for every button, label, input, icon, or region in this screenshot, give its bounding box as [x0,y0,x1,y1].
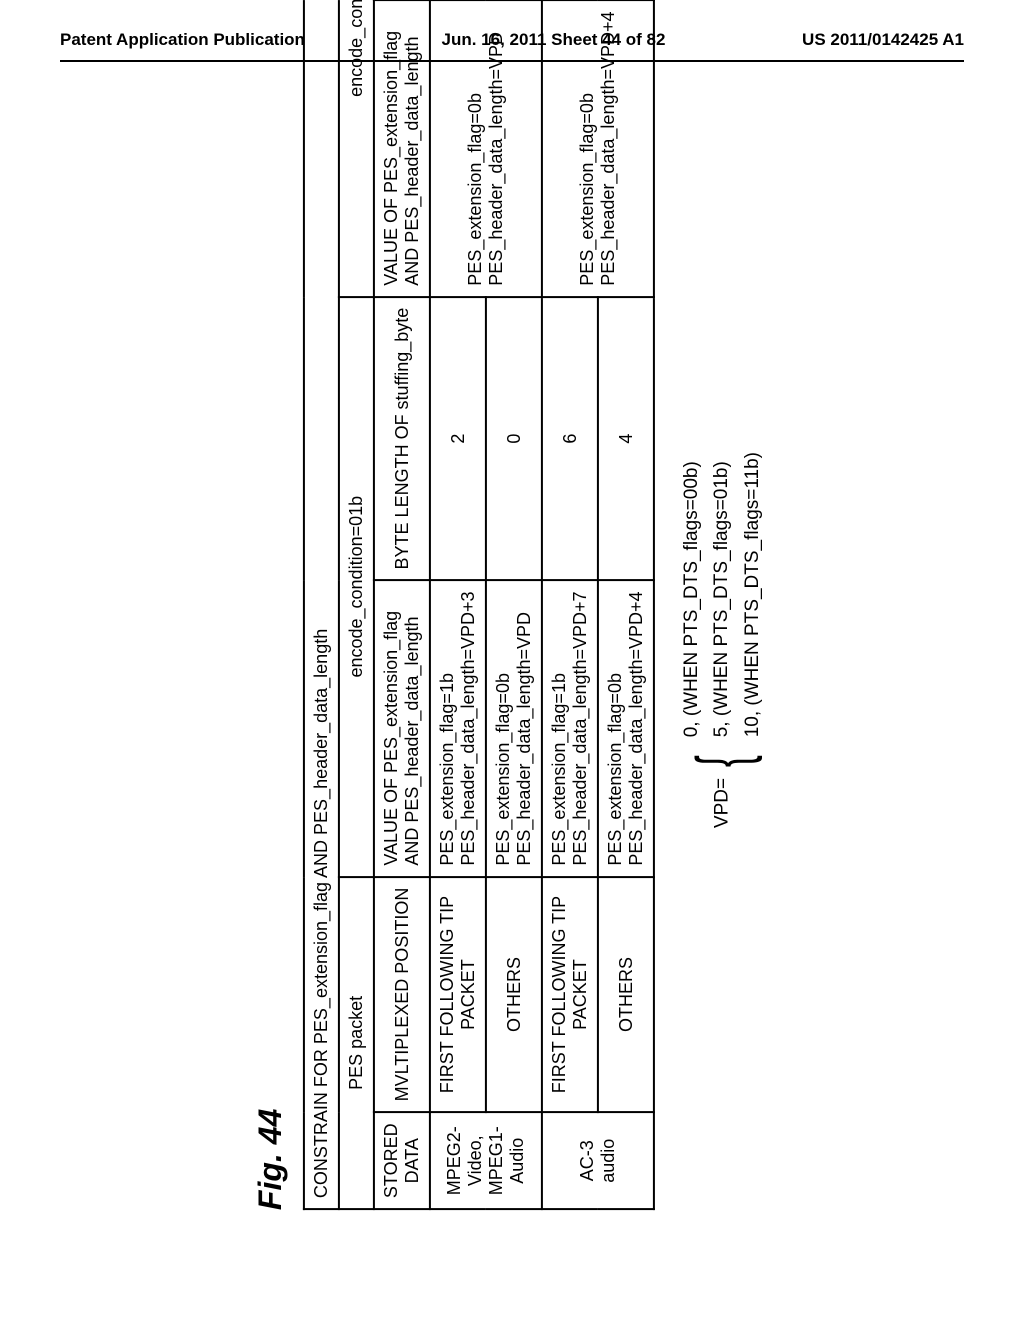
c11-r12: PES_extension_flag=0b PES_header_data_le… [430,0,542,296]
pos-first-1: FIRST FOLLOWING TIP PACKET [430,877,486,1113]
figure-label: Fig. 44 [252,0,289,1210]
th-stored-data: STORED DATA [374,1112,430,1209]
table-title: CONSTRAIN FOR PES_extension_flag AND PES… [304,0,339,1209]
th-stuff-01: BYTE LENGTH OF stuffing_byte [374,297,430,581]
th-encode-11b: encode_condition=11b [339,0,374,297]
pos-first-2: FIRST FOLLOWING TIP PACKET [542,877,598,1113]
header-right: US 2011/0142425 A1 [802,30,964,50]
vpd-line-3: 10, (WHEN PTS_DTS_flags=11b) [742,452,763,737]
c01-r1: PES_extension_flag=1b PES_header_data_le… [430,580,486,876]
c01-r3: PES_extension_flag=1b PES_header_data_le… [542,580,598,876]
group-ac3: AC-3 audio [542,1112,654,1209]
c01-r2: PES_extension_flag=0b PES_header_data_le… [486,580,542,876]
constraint-table: CONSTRAIN FOR PES_extension_flag AND PES… [303,0,655,1210]
vpd-definition: VPD= { 0, (WHEN PTS_DTS_flags=00b) 5, (W… [677,0,768,828]
vpd-line-1: 0, (WHEN PTS_DTS_flags=00b) [681,461,702,737]
c01-r1-stuff: 2 [430,297,486,581]
figure-content: Fig. 44 CONSTRAIN FOR PES_extension_flag… [252,0,768,1228]
th-multiplexed: MVLTIPLEXED POSITION [374,877,430,1113]
pos-others-2: OTHERS [598,877,654,1113]
c01-r2-stuff: 0 [486,297,542,581]
vpd-line-2: 5, (WHEN PTS_DTS_flags=01b) [711,461,732,737]
c01-r4: PES_extension_flag=0b PES_header_data_le… [598,580,654,876]
c01-r3-stuff: 6 [542,297,598,581]
c01-r4-stuff: 4 [598,297,654,581]
th-value-col-01: VALUE OF PES_extension_flag AND PES_head… [374,580,430,876]
vpd-prefix: VPD= [712,778,733,828]
brace-icon: { [678,755,768,767]
th-encode-01b: encode_condition=01b [339,297,374,877]
c11-r34: PES_extension_flag=0b PES_header_data_le… [542,0,654,296]
th-value-col-11: VALUE OF PES_extension_flag AND PES_head… [374,0,430,296]
th-pes-packet: PES packet [339,877,374,1209]
group-mpeg: MPEG2-Video, MPEG1-Audio [430,1112,542,1209]
pos-others-1: OTHERS [486,877,542,1113]
